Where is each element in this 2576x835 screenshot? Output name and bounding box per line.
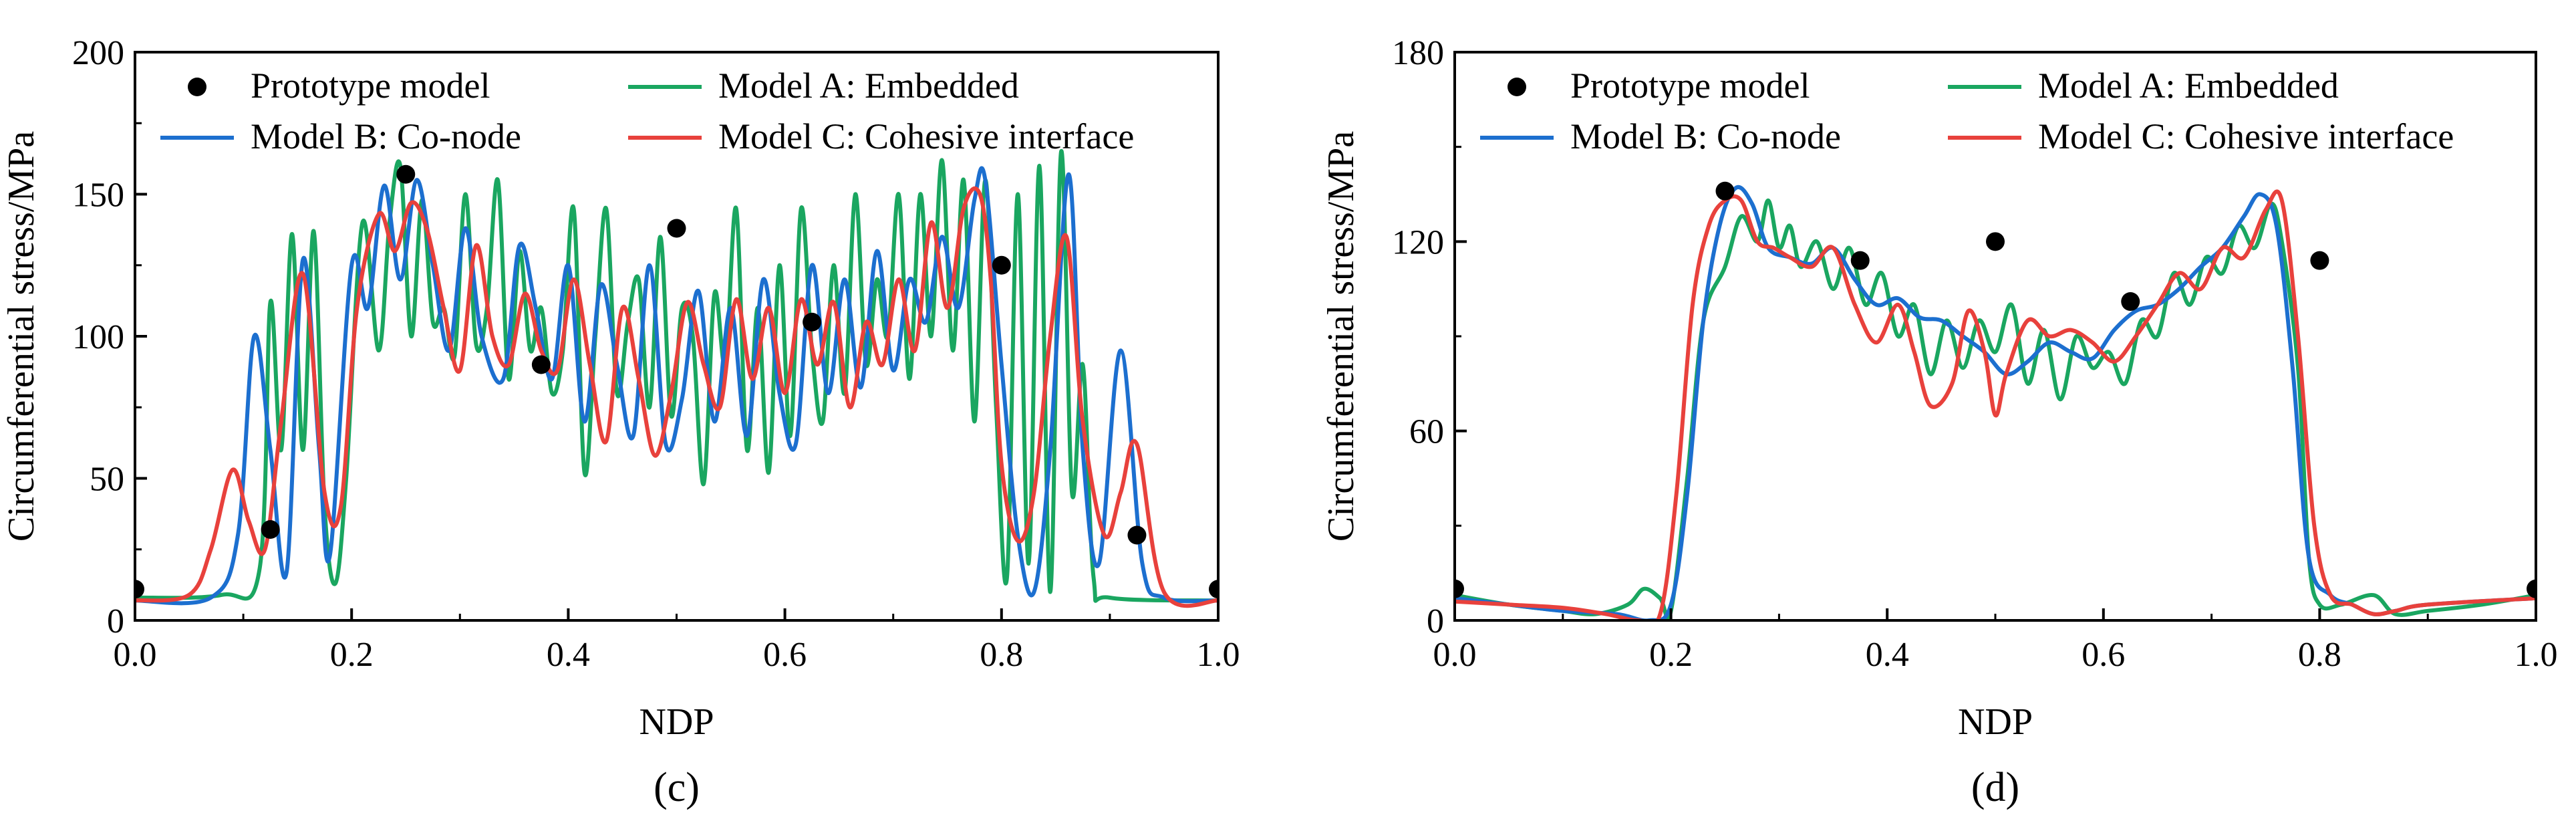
legend-marker-prototype: [1508, 78, 1526, 96]
legend-entry: Model C: Cohesive interface: [2038, 116, 2454, 156]
x-tick-label: 0.4: [547, 636, 590, 674]
prototype-point: [803, 312, 822, 332]
y-tick-label: 50: [90, 461, 124, 499]
prototype-point: [2527, 579, 2536, 598]
x-tick-label: 0.0: [114, 636, 157, 674]
x-tick-label: 0.6: [763, 636, 807, 674]
series-line-model-b: [1455, 185, 2536, 620]
legend-marker-prototype: [188, 78, 206, 96]
prototype-point: [667, 219, 686, 238]
y-axis-label: Circumferential stress/MPa: [1320, 131, 1362, 542]
x-axis-label: NDP: [639, 701, 714, 743]
y-tick-label: 150: [72, 176, 124, 215]
legend-entry: Model C: Cohesive interface: [718, 116, 1134, 156]
y-tick-label: 0: [1427, 602, 1444, 640]
prototype-point: [531, 355, 551, 374]
prototype-point: [2310, 251, 2329, 270]
legend-entry: Model B: Co-node: [1570, 116, 1841, 156]
x-tick-label: 0.6: [2082, 636, 2125, 674]
x-tick-label: 0.0: [1433, 636, 1477, 674]
chart-panel-0: 0.0 0.2 0.4 0.6 0.8 1.0 0 50 100 150 200 NDP Circumf…: [1, 34, 1240, 810]
prototype-point: [992, 255, 1011, 275]
prototype-point: [1850, 251, 1870, 270]
x-axis-label: NDP: [1958, 701, 2033, 743]
y-tick-label: 180: [1392, 34, 1444, 72]
series-line-model-c: [1455, 189, 2536, 620]
prototype-point: [1986, 232, 2005, 251]
legend: Prototype model Model A: Embedded Model B:…: [160, 66, 1134, 156]
x-tick-label: 0.4: [1866, 636, 1909, 674]
plot-area: [1455, 181, 2536, 620]
legend-entry: Model B: Co-node: [251, 116, 521, 156]
prototype-point: [2121, 292, 2140, 312]
panel-label: (c): [654, 765, 700, 810]
y-tick-label: 0: [107, 602, 124, 640]
legend-entry: Model A: Embedded: [2038, 66, 2339, 106]
prototype-point: [1127, 525, 1147, 545]
y-tick-label: 120: [1392, 223, 1444, 261]
legend-entry: Prototype model: [251, 66, 490, 106]
y-axis-label: Circumferential stress/MPa: [1, 131, 42, 542]
prototype-point: [1715, 181, 1735, 201]
prototype-point: [261, 520, 280, 539]
series-line-model-b: [135, 166, 1218, 606]
prototype-point: [135, 580, 144, 599]
y-tick-label: 200: [72, 34, 124, 72]
x-tick-label: 0.2: [330, 636, 374, 674]
plot-area: [135, 149, 1218, 608]
chart-panel-1: 0.0 0.2 0.4 0.6 0.8 1.0 0 60 120 180 NDP Circumfere…: [1320, 34, 2558, 810]
x-tick-label: 0.2: [1649, 636, 1693, 674]
legend-entry: Model A: Embedded: [718, 66, 1019, 106]
y-tick-label: 100: [72, 318, 124, 356]
prototype-point: [396, 164, 416, 184]
prototype-point: [1209, 580, 1218, 599]
y-tick-label: 60: [1409, 413, 1444, 451]
x-tick-label: 0.8: [2298, 636, 2341, 674]
prototype-point: [1455, 579, 1464, 598]
legend: Prototype model Model A: Embedded Model B:…: [1480, 66, 2454, 156]
series-line-model-c: [135, 186, 1218, 608]
panel-label: (d): [1971, 765, 2019, 810]
legend-entry: Prototype model: [1570, 66, 1810, 106]
x-tick-label: 0.8: [980, 636, 1023, 674]
x-tick-label: 1.0: [1197, 636, 1240, 674]
x-tick-label: 1.0: [2515, 636, 2558, 674]
